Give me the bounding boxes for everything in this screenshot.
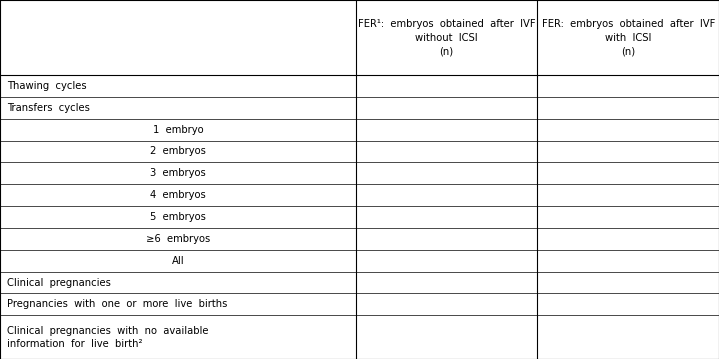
Text: 2  embryos: 2 embryos	[150, 146, 206, 157]
Text: Clinical  pregnancies  with  no  available
information  for  live  birth²: Clinical pregnancies with no available i…	[7, 326, 209, 349]
Text: Thawing  cycles: Thawing cycles	[7, 81, 87, 91]
Text: Clinical  pregnancies: Clinical pregnancies	[7, 278, 111, 288]
Text: 5  embryos: 5 embryos	[150, 212, 206, 222]
Text: Transfers  cycles: Transfers cycles	[7, 103, 90, 113]
Text: Pregnancies  with  one  or  more  live  births: Pregnancies with one or more live births	[7, 299, 228, 309]
Text: FER:  embryos  obtained  after  IVF
with  ICSI
(n): FER: embryos obtained after IVF with ICS…	[541, 19, 715, 56]
Text: 1  embryo: 1 embryo	[152, 125, 203, 135]
Text: 3  embryos: 3 embryos	[150, 168, 206, 178]
Text: FER¹:  embryos  obtained  after  IVF
without  ICSI
(n): FER¹: embryos obtained after IVF without…	[358, 19, 536, 56]
Text: All: All	[172, 256, 184, 266]
Text: 4  embryos: 4 embryos	[150, 190, 206, 200]
Text: ≥6  embryos: ≥6 embryos	[146, 234, 210, 244]
